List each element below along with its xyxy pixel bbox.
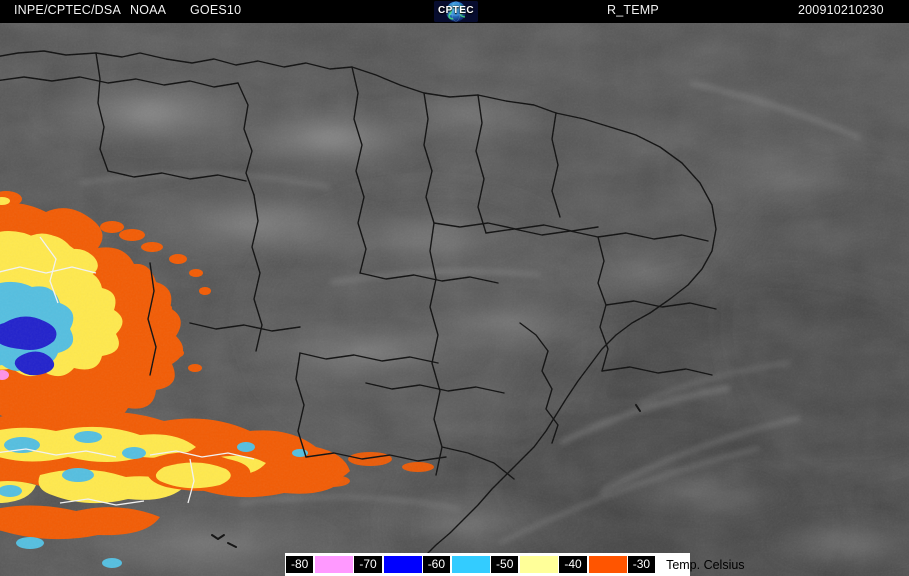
legend-label-1: -70: [354, 556, 382, 573]
satellite-label: GOES10: [190, 3, 242, 17]
header-bar: INPE/CPTEC/DSA NOAA GOES10 R_TEMP 200910…: [0, 0, 909, 23]
blue-swatch: [383, 556, 422, 573]
legend-title: Temp. Celsius: [666, 557, 745, 572]
globe-icon: [434, 1, 478, 22]
timestamp-label: 200910210230: [798, 3, 884, 17]
orange-swatch: [588, 556, 627, 573]
agency-label: NOAA: [130, 3, 167, 17]
satellite-image-canvas: [0, 23, 909, 576]
noise-overlay: [0, 23, 909, 576]
legend-label-0: -80: [286, 556, 314, 573]
legend-label-3: -50: [491, 556, 519, 573]
infrared-cloud-map: [0, 23, 909, 576]
product-label: R_TEMP: [607, 3, 659, 17]
cyan-swatch: [452, 556, 491, 573]
logo-text: CPTEC: [438, 5, 474, 16]
violet-swatch: [315, 556, 354, 573]
temperature-color-legend: -80 -70 -60 -50 -40 -30 Temp. Celsius: [285, 553, 745, 576]
legend-label-4: -40: [559, 556, 587, 573]
legend-label-2: -60: [422, 556, 451, 573]
legend-label-5: -30: [627, 556, 656, 573]
cptec-globe-logo: CPTEC: [434, 1, 478, 22]
yellow-swatch: [520, 556, 559, 573]
institution-label: INPE/CPTEC/DSA: [14, 3, 121, 17]
